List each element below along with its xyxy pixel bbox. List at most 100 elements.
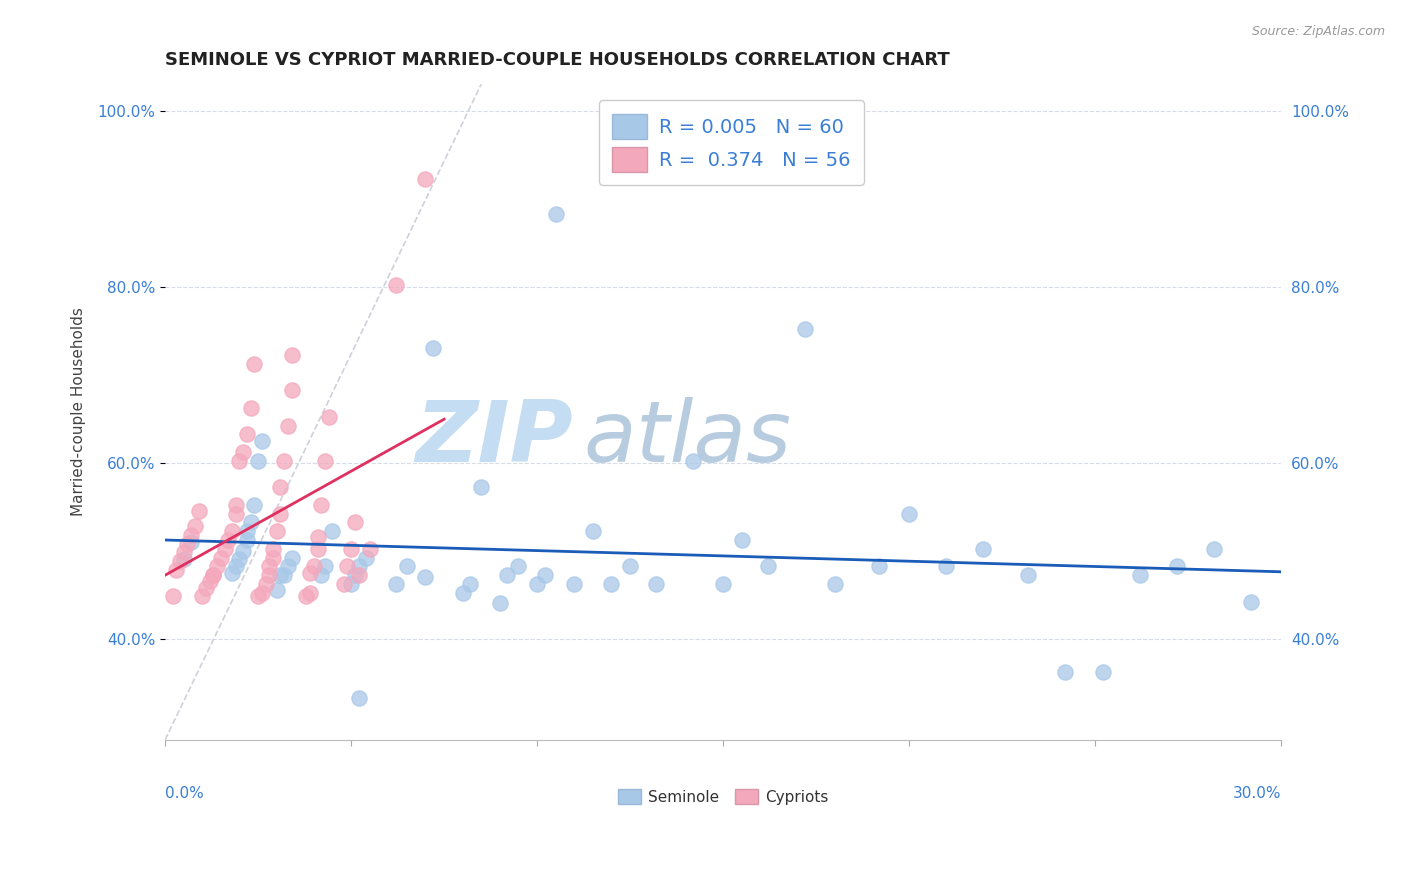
- Point: [173, 552, 195, 566]
- Point: [221, 566, 243, 580]
- Point: [236, 524, 259, 539]
- Point: [262, 541, 284, 556]
- Point: [311, 568, 333, 582]
- Point: [228, 552, 250, 566]
- Point: [307, 541, 329, 556]
- Point: [336, 559, 359, 574]
- Point: [731, 533, 754, 547]
- Point: [824, 577, 846, 591]
- Point: [347, 559, 370, 574]
- Point: [162, 590, 184, 604]
- Point: [277, 559, 299, 574]
- Point: [165, 563, 187, 577]
- Point: [254, 577, 277, 591]
- Point: [347, 568, 370, 582]
- Point: [225, 559, 247, 574]
- Point: [228, 454, 250, 468]
- Point: [384, 577, 406, 591]
- Point: [314, 559, 336, 574]
- Point: [214, 541, 236, 556]
- Point: [489, 596, 512, 610]
- Point: [1017, 568, 1039, 582]
- Point: [311, 498, 333, 512]
- Point: [257, 559, 280, 574]
- Point: [343, 568, 366, 582]
- Point: [277, 418, 299, 433]
- Point: [508, 559, 530, 574]
- Point: [340, 577, 363, 591]
- Point: [868, 559, 890, 574]
- Point: [458, 577, 481, 591]
- Point: [415, 570, 437, 584]
- Point: [273, 454, 295, 468]
- Point: [239, 516, 262, 530]
- Point: [1091, 665, 1114, 679]
- Point: [243, 357, 266, 371]
- Point: [533, 568, 555, 582]
- Point: [176, 536, 198, 550]
- Point: [1129, 568, 1152, 582]
- Point: [422, 341, 444, 355]
- Point: [187, 504, 209, 518]
- Point: [280, 384, 302, 398]
- Point: [232, 445, 254, 459]
- Point: [191, 590, 214, 604]
- Point: [1204, 541, 1226, 556]
- Point: [645, 577, 668, 591]
- Point: [262, 550, 284, 565]
- Point: [318, 409, 340, 424]
- Point: [756, 559, 779, 574]
- Point: [343, 516, 366, 530]
- Text: Source: ZipAtlas.com: Source: ZipAtlas.com: [1251, 25, 1385, 38]
- Point: [682, 454, 704, 468]
- Legend: Seminole, Cypriots: Seminole, Cypriots: [612, 782, 835, 811]
- Point: [384, 277, 406, 292]
- Point: [195, 581, 218, 595]
- Point: [266, 524, 288, 539]
- Point: [257, 568, 280, 582]
- Point: [582, 524, 605, 539]
- Point: [496, 568, 519, 582]
- Point: [269, 480, 291, 494]
- Point: [619, 559, 641, 574]
- Point: [544, 207, 567, 221]
- Point: [232, 543, 254, 558]
- Point: [321, 524, 343, 539]
- Point: [225, 498, 247, 512]
- Text: atlas: atlas: [583, 397, 792, 480]
- Point: [247, 454, 270, 468]
- Point: [202, 568, 225, 582]
- Point: [221, 524, 243, 539]
- Point: [898, 507, 921, 521]
- Point: [247, 590, 270, 604]
- Point: [793, 322, 815, 336]
- Point: [236, 533, 259, 547]
- Point: [347, 691, 370, 706]
- Point: [295, 590, 318, 604]
- Point: [711, 577, 734, 591]
- Point: [1240, 594, 1263, 608]
- Point: [415, 172, 437, 186]
- Point: [314, 454, 336, 468]
- Point: [217, 533, 239, 547]
- Point: [225, 507, 247, 521]
- Point: [280, 550, 302, 565]
- Point: [173, 545, 195, 559]
- Point: [180, 534, 202, 549]
- Point: [184, 519, 207, 533]
- Point: [354, 550, 377, 565]
- Point: [209, 550, 232, 565]
- Point: [1166, 559, 1188, 574]
- Point: [972, 541, 994, 556]
- Point: [359, 541, 381, 556]
- Point: [1054, 665, 1077, 679]
- Y-axis label: Married-couple Households: Married-couple Households: [72, 308, 86, 516]
- Text: 30.0%: 30.0%: [1233, 786, 1281, 801]
- Point: [198, 574, 221, 589]
- Point: [280, 348, 302, 362]
- Point: [299, 566, 322, 580]
- Point: [250, 586, 273, 600]
- Point: [250, 434, 273, 448]
- Point: [180, 527, 202, 541]
- Point: [451, 586, 474, 600]
